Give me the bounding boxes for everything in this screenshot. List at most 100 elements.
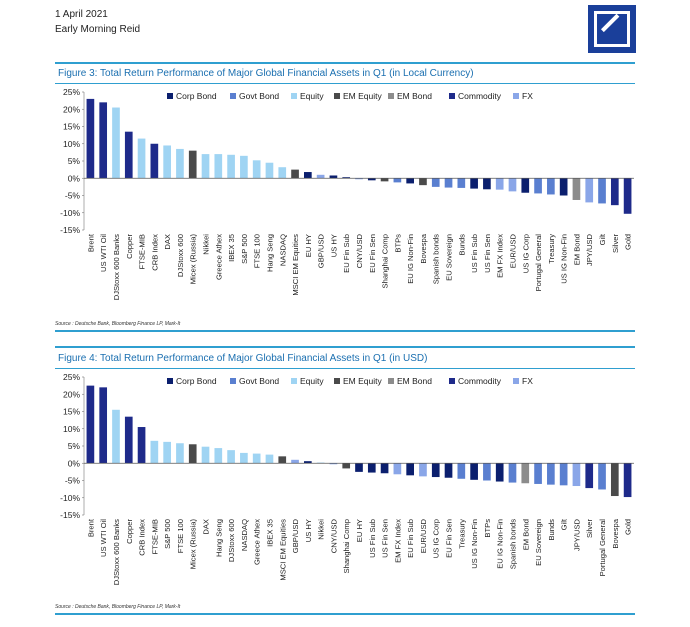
x-tick-label: BTPs [483, 519, 492, 538]
x-tick-label: Nikkei [317, 519, 326, 540]
x-tick-label: Treasury [547, 234, 556, 264]
x-tick-label: Shanghai Comp [381, 234, 390, 288]
figure4-top-rule [55, 346, 635, 348]
x-tick-label: Gilt [598, 233, 607, 245]
x-tick-label: EU Fin Sub [342, 234, 351, 273]
bar-dax [163, 145, 171, 179]
x-tick-label: US IG Corp [432, 519, 441, 558]
x-tick-label: EU Fin Sen [445, 519, 454, 558]
x-tick-label: DJStoxx 600 [176, 234, 185, 277]
bar-gold [623, 463, 632, 498]
legend-label-commodity: Commodity [458, 91, 502, 101]
legend-label-fx: FX [522, 91, 533, 101]
bar-eur-usd [419, 463, 427, 477]
bar-spanish-bonds [431, 178, 440, 187]
x-tick-label: EUR/USD [419, 518, 428, 553]
x-tick-label: US WTI Oil [99, 519, 108, 557]
x-tick-label: S&P 500 [240, 234, 249, 264]
x-tick-label: Micex (Russia) [189, 519, 198, 570]
bar-eu-sovereign [444, 178, 453, 188]
x-tick-label: EU HY [304, 234, 313, 257]
bar-nasdaq [240, 452, 248, 464]
y-tick-label: 20% [63, 104, 80, 114]
x-tick-label: DAX [202, 519, 211, 535]
bar-dax [201, 446, 210, 464]
x-tick-label: EM Bond [521, 519, 530, 550]
bar-copper [124, 416, 133, 464]
bar-gbp-usd [291, 459, 299, 464]
figure3-title-rule [55, 83, 635, 84]
x-tick-label: FTSE 100 [253, 234, 262, 268]
x-tick-label: US WTI Oil [99, 234, 108, 272]
x-tick-label: NASDAQ [240, 519, 249, 551]
legend-swatch-equity [291, 378, 297, 384]
x-tick-label: Gold [624, 234, 633, 250]
bar-btps [393, 178, 402, 183]
report-name: Early Morning Reid [55, 24, 141, 35]
bar-us-fin-sub [470, 178, 478, 189]
bar-brent [86, 98, 95, 179]
x-tick-label: EM FX Index [496, 234, 505, 278]
y-tick-label: 10% [63, 424, 80, 434]
bar-ftse-100 [252, 160, 261, 179]
bar-us-ig-non-fin [470, 463, 478, 480]
x-tick-label: Spanish bonds [508, 519, 517, 569]
x-tick-label: EU IG Non-Fin [406, 234, 415, 284]
bar-us-hy [304, 461, 312, 464]
x-tick-label: IBEX 35 [265, 519, 274, 547]
bar-em-bond [521, 463, 530, 484]
bar-micex-russia- [188, 444, 197, 464]
x-tick-label: CNY/USD [355, 233, 364, 268]
x-tick-label: Treasury [457, 519, 466, 549]
y-tick-label: 10% [63, 139, 80, 149]
x-tick-label: Micex (Russia) [189, 234, 198, 285]
x-tick-label: GBP/USD [291, 518, 300, 553]
x-tick-label: US Fin Sub [368, 519, 377, 558]
legend-label-equity: Equity [300, 91, 324, 101]
bar-us-wti-oil [99, 102, 108, 179]
bar-copper [124, 131, 133, 179]
x-tick-label: Silver [611, 234, 620, 253]
bar-micex-russia- [188, 150, 197, 179]
legend-swatch-govt-bond [230, 93, 236, 99]
figure4-bottom-rule [55, 613, 635, 615]
y-tick-label: 20% [63, 389, 80, 399]
legend-label-equity: Equity [300, 376, 324, 386]
x-tick-label: US Fin Sub [470, 234, 479, 273]
bar-us-fin-sub [367, 463, 376, 473]
x-tick-label: US HY [329, 234, 338, 257]
x-tick-label: Portugal General [534, 234, 543, 292]
x-tick-label: BTPs [393, 234, 402, 253]
bar-eu-fin-sen [367, 178, 376, 181]
y-tick-label: -15% [60, 510, 80, 520]
bar-eu-fin-sen [444, 463, 453, 478]
x-tick-label: Brent [86, 518, 95, 537]
legend-swatch-commodity [449, 93, 455, 99]
x-tick-label: GBP/USD [317, 233, 326, 268]
bar-em-fx-index [495, 178, 504, 190]
legend-label-govt-bond: Govt Bond [239, 91, 279, 101]
legend-label-em-equity: EM Equity [343, 91, 382, 101]
x-tick-label: EUR/USD [508, 233, 517, 268]
bar-msci-em-equities [278, 456, 287, 464]
bar-eu-hy [355, 463, 363, 472]
legend-label-em-equity: EM Equity [343, 376, 382, 386]
y-tick-label: 15% [63, 407, 80, 417]
y-tick-label: 5% [68, 441, 81, 451]
x-tick-label: FTSE 100 [176, 519, 185, 553]
bar-us-fin-sen [380, 463, 389, 474]
x-tick-label: Spanish bonds [432, 234, 441, 284]
x-tick-label: DJStoxx 600 Banks [112, 519, 121, 585]
legend-swatch-corp-bond [167, 93, 173, 99]
x-tick-label: US IG Non-Fin [560, 234, 569, 284]
bar-msci-em-equities [291, 169, 299, 179]
x-tick-label: Gilt [560, 518, 569, 530]
x-tick-label: Bunds [547, 519, 556, 541]
bar-eu-ig-non-fin [406, 178, 414, 184]
bar-hang-seng [265, 162, 274, 179]
x-tick-label: Shanghai Comp [342, 519, 351, 573]
figure4-source: Source : Deutsche Bank, Bloomberg Financ… [55, 604, 181, 610]
x-tick-label: Copper [125, 234, 134, 259]
legend-swatch-fx [513, 378, 519, 384]
bar-ibex-35 [227, 154, 235, 179]
